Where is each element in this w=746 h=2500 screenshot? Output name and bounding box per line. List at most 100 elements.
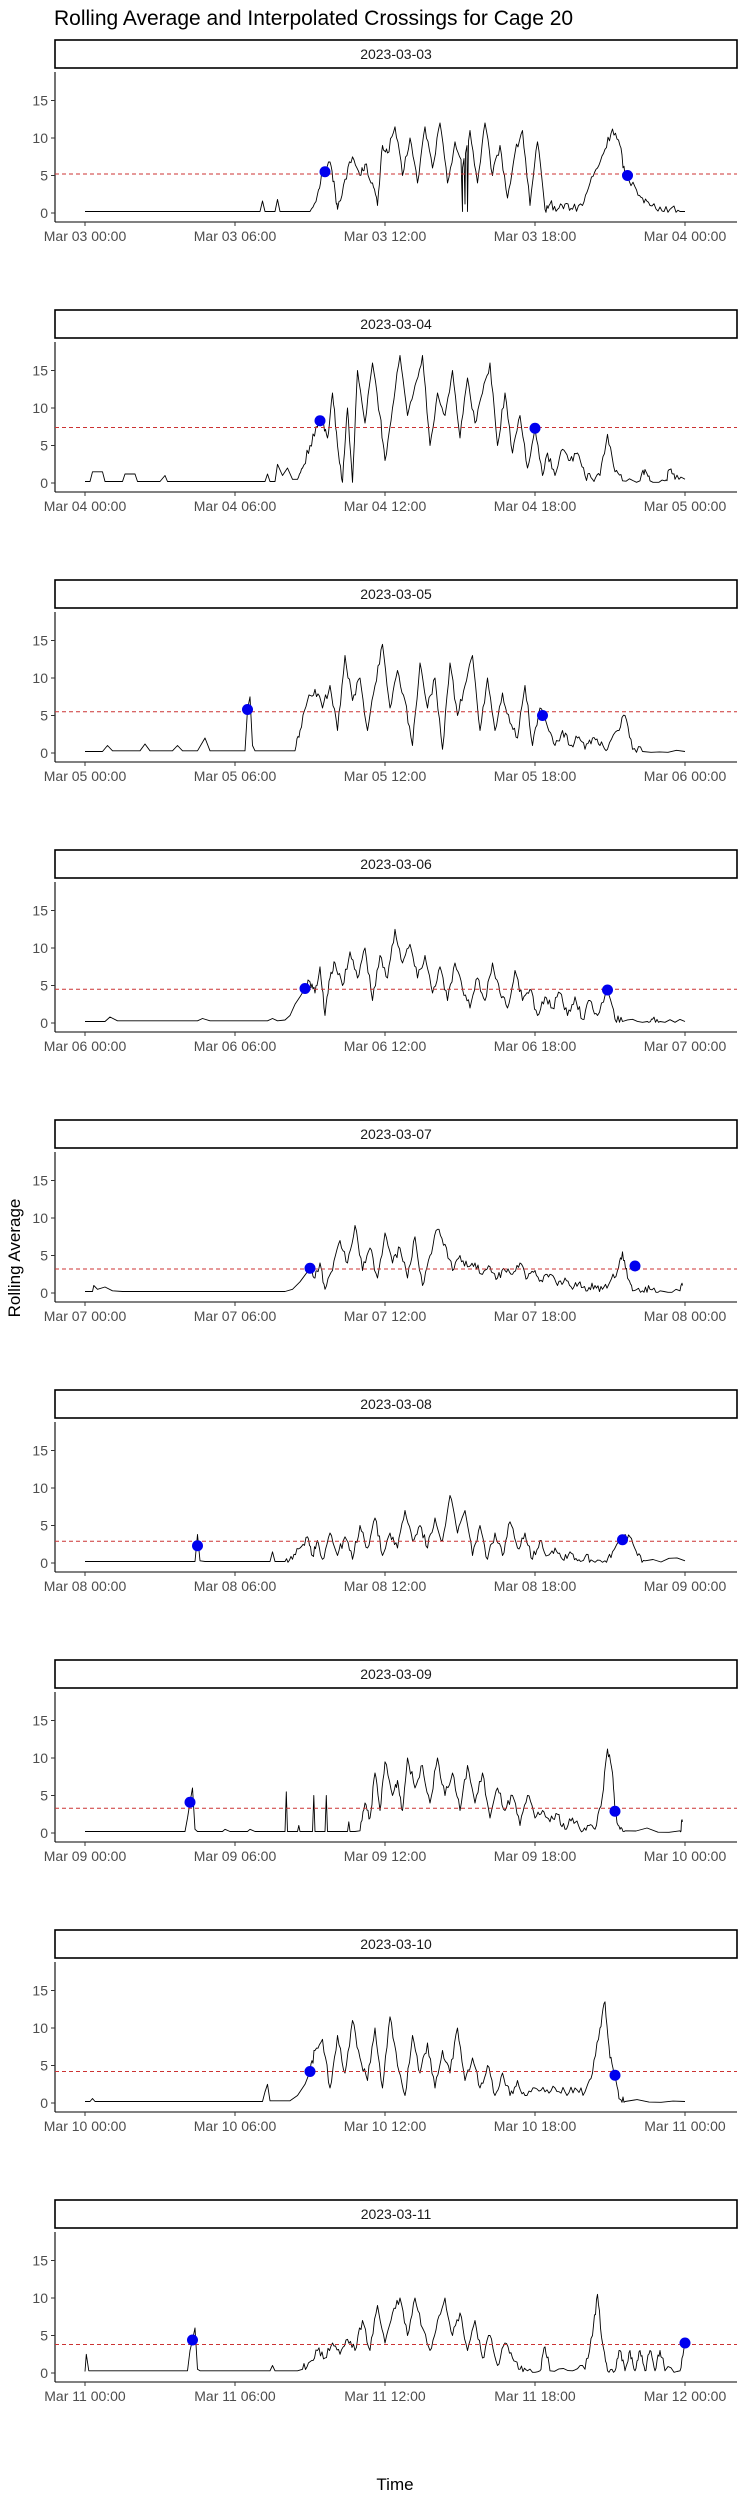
facet-strip bbox=[54, 1389, 738, 1419]
y-tick-label: 15 bbox=[32, 1713, 48, 1729]
facet-strip bbox=[54, 579, 738, 609]
crossing-point bbox=[299, 983, 311, 994]
facet-strip-label: 2023-03-08 bbox=[360, 1396, 432, 1412]
y-tick-label: 0 bbox=[40, 205, 48, 221]
x-axis-title: Time bbox=[376, 2475, 413, 2494]
rolling-average-line bbox=[85, 1495, 686, 1563]
x-tick-label: Mar 08 00:00 bbox=[44, 1578, 127, 1594]
facet-strip-label: 2023-03-07 bbox=[360, 1126, 432, 1142]
x-tick-label: Mar 06 12:00 bbox=[344, 1038, 427, 1054]
x-tick-label: Mar 04 12:00 bbox=[344, 498, 427, 514]
crossing-point bbox=[192, 1540, 203, 1552]
y-tick-label: 15 bbox=[32, 1173, 48, 1189]
crossing-point bbox=[617, 1534, 628, 1546]
x-tick-label: Mar 04 06:00 bbox=[194, 498, 277, 514]
x-tick-label: Mar 03 12:00 bbox=[344, 228, 427, 244]
facet-strip bbox=[54, 309, 738, 339]
x-tick-label: Mar 04 00:00 bbox=[644, 228, 727, 244]
y-tick-label: 0 bbox=[40, 1285, 48, 1301]
rolling-average-line bbox=[85, 122, 685, 213]
y-tick-label: 15 bbox=[32, 363, 48, 379]
y-tick-label: 15 bbox=[32, 2253, 48, 2269]
x-tick-label: Mar 11 12:00 bbox=[344, 2388, 426, 2404]
x-tick-label: Mar 09 12:00 bbox=[344, 1848, 427, 1864]
x-tick-label: Mar 03 18:00 bbox=[494, 228, 577, 244]
x-tick-label: Mar 11 06:00 bbox=[194, 2388, 276, 2404]
y-tick-label: 15 bbox=[32, 93, 48, 109]
crossing-point bbox=[629, 1260, 641, 1272]
crossing-point bbox=[242, 704, 253, 715]
y-tick-label: 0 bbox=[40, 475, 48, 491]
x-tick-label: Mar 10 12:00 bbox=[344, 2118, 427, 2134]
chart-title: Rolling Average and Interpolated Crossin… bbox=[54, 7, 573, 30]
crossing-point bbox=[609, 1805, 621, 1817]
facet-strip-label: 2023-03-11 bbox=[361, 2206, 432, 2222]
y-tick-label: 5 bbox=[40, 1248, 48, 1264]
y-tick-label: 0 bbox=[40, 745, 48, 761]
x-tick-label: Mar 07 00:00 bbox=[644, 1038, 727, 1054]
y-tick-label: 15 bbox=[32, 1443, 48, 1459]
facet-strip bbox=[54, 1119, 738, 1149]
x-tick-label: Mar 05 06:00 bbox=[194, 768, 277, 784]
x-tick-label: Mar 10 18:00 bbox=[494, 2118, 577, 2134]
facet-strip bbox=[54, 39, 738, 69]
x-tick-label: Mar 09 18:00 bbox=[494, 1848, 577, 1864]
x-tick-label: Mar 07 18:00 bbox=[494, 1308, 577, 1324]
x-tick-label: Mar 07 12:00 bbox=[344, 1308, 427, 1324]
x-tick-label: Mar 03 00:00 bbox=[44, 228, 127, 244]
x-tick-label: Mar 10 06:00 bbox=[194, 2118, 277, 2134]
rolling-average-line bbox=[85, 643, 686, 753]
x-tick-label: Mar 05 00:00 bbox=[44, 768, 127, 784]
rolling-average-line bbox=[85, 928, 686, 1023]
y-tick-label: 0 bbox=[40, 1825, 48, 1841]
x-tick-label: Mar 08 18:00 bbox=[494, 1578, 577, 1594]
x-tick-label: Mar 08 12:00 bbox=[344, 1578, 427, 1594]
rolling-average-line bbox=[85, 2001, 686, 2103]
y-tick-label: 5 bbox=[40, 438, 48, 454]
y-tick-label: 10 bbox=[32, 670, 48, 686]
x-tick-label: Mar 11 18:00 bbox=[494, 2388, 576, 2404]
y-tick-label: 10 bbox=[32, 2290, 48, 2306]
x-tick-label: Mar 04 00:00 bbox=[44, 498, 127, 514]
facet-panels: 2023-03-03 0 5 10 15 Mar 03 00:00 Mar 03 06:00… bbox=[32, 39, 738, 2404]
x-tick-label: Mar 10 00:00 bbox=[44, 2118, 127, 2134]
x-tick-label: Mar 11 00:00 bbox=[644, 2118, 726, 2134]
x-tick-label: Mar 05 12:00 bbox=[344, 768, 427, 784]
y-tick-label: 5 bbox=[40, 1788, 48, 1804]
crossing-point bbox=[319, 166, 331, 178]
facet-panel: 2023-03-08 0 5 10 15 Mar 08 00:00 Mar 08 06:00… bbox=[32, 1389, 738, 1594]
x-tick-label: Mar 11 00:00 bbox=[44, 2388, 126, 2404]
y-tick-label: 10 bbox=[32, 1210, 48, 1226]
x-tick-label: Mar 07 06:00 bbox=[194, 1308, 277, 1324]
facet-strip-label: 2023-03-05 bbox=[360, 586, 432, 602]
rolling-average-line bbox=[84, 2293, 686, 2373]
facet-panel: 2023-03-04 0 5 10 15 Mar 04 00:00 Mar 04 06:00… bbox=[32, 309, 738, 514]
crossing-point bbox=[304, 2066, 316, 2077]
facet-strip bbox=[54, 849, 738, 879]
crossing-point bbox=[679, 2337, 691, 2349]
y-tick-label: 10 bbox=[32, 400, 48, 416]
x-tick-label: Mar 03 06:00 bbox=[194, 228, 277, 244]
crossing-point bbox=[622, 170, 633, 181]
facet-panel: 2023-03-07 0 5 10 15 Mar 07 00:00 Mar 07 06:00… bbox=[32, 1119, 738, 1324]
y-tick-label: 5 bbox=[40, 2058, 48, 2074]
crossing-point bbox=[304, 1262, 316, 1274]
x-tick-label: Mar 09 06:00 bbox=[194, 1848, 277, 1864]
crossing-point bbox=[187, 2334, 198, 2346]
rolling-average-line bbox=[85, 1748, 683, 1833]
x-tick-label: Mar 06 18:00 bbox=[494, 1038, 577, 1054]
y-tick-label: 0 bbox=[40, 2095, 48, 2111]
y-tick-label: 10 bbox=[32, 1750, 48, 1766]
x-tick-label: Mar 08 00:00 bbox=[644, 1308, 727, 1324]
facet-strip-label: 2023-03-03 bbox=[360, 46, 432, 62]
y-tick-label: 0 bbox=[40, 1015, 48, 1031]
x-tick-label: Mar 10 00:00 bbox=[644, 1848, 727, 1864]
crossing-point bbox=[314, 415, 326, 427]
y-axis-title: Rolling Average bbox=[5, 1199, 24, 1318]
x-tick-label: Mar 12 00:00 bbox=[644, 2388, 727, 2404]
y-tick-label: 15 bbox=[32, 903, 48, 919]
rolling-average-line bbox=[85, 355, 686, 483]
crossing-point bbox=[537, 710, 548, 721]
y-tick-label: 10 bbox=[32, 940, 48, 956]
